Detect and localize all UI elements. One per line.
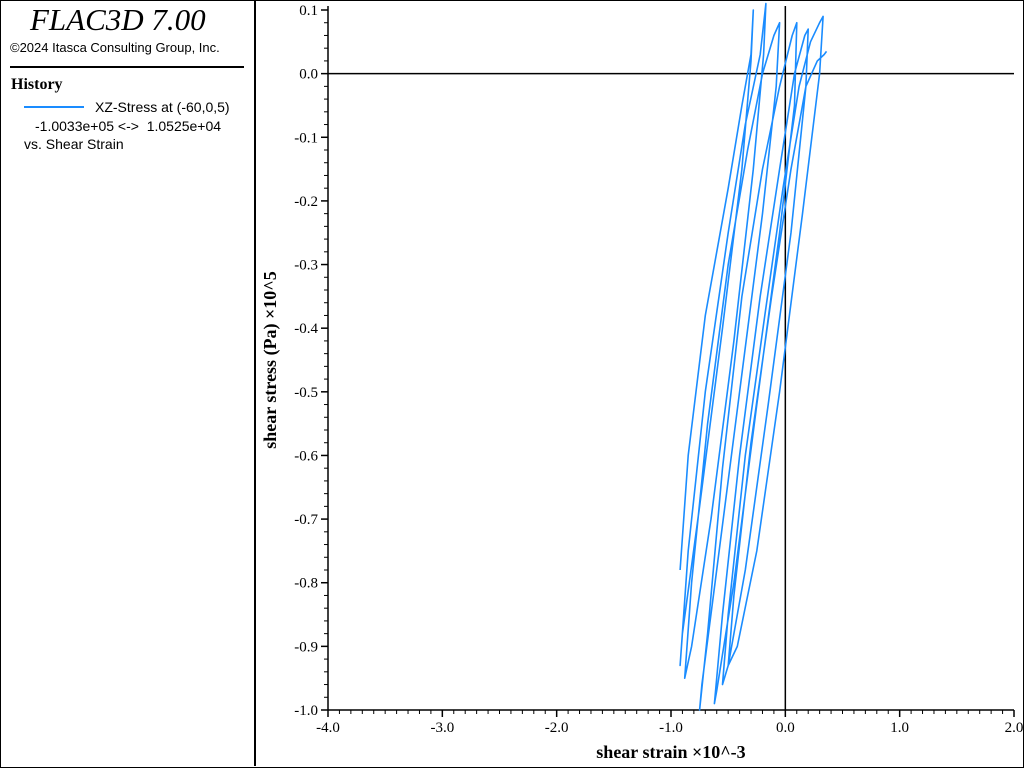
legend-series-label: XZ-Stress at (-60,0,5) [95, 99, 230, 115]
y-tick-label: -0.3 [294, 258, 318, 274]
series-layer [679, 2, 828, 711]
y-tick-label: -0.9 [294, 639, 318, 655]
legend-panel: FLAC3D 7.00 ©2024 Itasca Consulting Grou… [0, 0, 256, 766]
app-title: FLAC3D 7.00 [30, 2, 206, 37]
x-tick-label: -2.0 [545, 720, 569, 736]
copyright-notice: ©2024 Itasca Consulting Group, Inc. [10, 40, 220, 55]
legend-series-swatch [24, 106, 84, 108]
y-tick-label: -0.4 [294, 321, 318, 337]
series-line-xz-stress [679, 2, 828, 711]
y-tick-label: -1.0 [294, 703, 318, 719]
y-tick-label: 0.1 [299, 3, 318, 19]
x-axis-title: shear strain ×10^-3 [596, 742, 745, 762]
y-tick-label: -0.7 [294, 512, 318, 528]
y-axis-title: shear stress (Pa) ×10^5 [260, 271, 281, 449]
x-tick-label: 0.0 [776, 720, 795, 736]
y-tick-label: -0.5 [294, 385, 318, 401]
x-tick-label: -1.0 [659, 720, 683, 736]
x-tick-label: -3.0 [430, 720, 454, 736]
x-tick-label: 2.0 [1005, 720, 1024, 736]
y-tick-label: -0.2 [294, 194, 318, 210]
legend-series-range: -1.0033e+05 <-> 1.0525e+04 [35, 118, 222, 134]
legend-section-title: History [11, 76, 63, 93]
legend-versus-label: vs. Shear Strain [24, 136, 124, 152]
y-tick-label: -0.6 [294, 448, 318, 464]
axes: 0.1 0.0 -0.1 -0.2 -0.3 -0.4 -0.5 -0.6 -0.7 -0.8 -0… [294, 3, 1023, 736]
y-tick-label: -0.8 [294, 576, 318, 592]
legend-divider [10, 66, 244, 68]
y-tick-label: -0.1 [294, 130, 318, 146]
x-tick-label: -4.0 [316, 720, 340, 736]
x-tick-label: 1.0 [890, 720, 909, 736]
y-tick-label: 0.0 [299, 67, 318, 83]
